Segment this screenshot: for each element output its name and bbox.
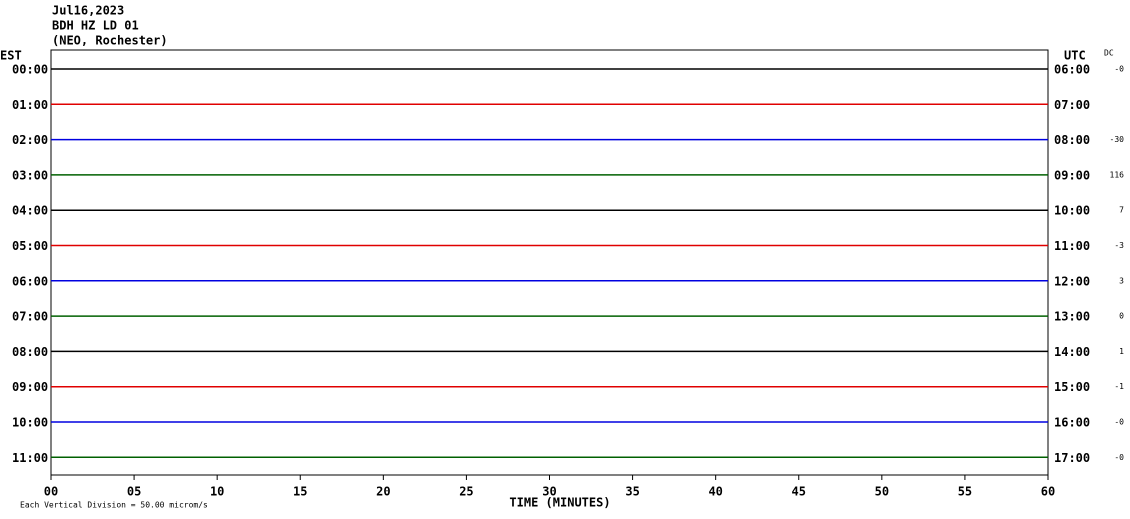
utc-time: 07:00 [1054,98,1090,112]
est-time: 11:00 [12,451,48,465]
dc-label: DC [1104,49,1114,58]
utc-time: 13:00 [1054,310,1090,324]
est-time: 00:00 [12,63,48,77]
utc-label: UTC [1064,49,1086,63]
dc-value: 116 [1110,170,1125,179]
est-time: 05:00 [12,239,48,253]
header-date: Jul16,2023 [52,4,124,18]
utc-time: 09:00 [1054,168,1090,182]
x-tick-label: 45 [792,485,806,499]
utc-time: 11:00 [1054,239,1090,253]
x-tick-label: 05 [127,485,141,499]
est-time: 07:00 [12,310,48,324]
x-tick-label: 00 [44,485,58,499]
dc-value: -0 [1114,65,1124,74]
est-time: 09:00 [12,380,48,394]
x-tick-label: 20 [376,485,390,499]
x-tick-label: 55 [958,485,972,499]
est-time: 02:00 [12,133,48,147]
x-tick-label: 35 [625,485,639,499]
utc-time: 10:00 [1054,204,1090,218]
est-time: 06:00 [12,274,48,288]
utc-time: 15:00 [1054,380,1090,394]
dc-value: -3 [1114,241,1124,250]
dc-value: -0 [1114,453,1124,462]
dc-value: 3 [1119,276,1124,285]
dc-value: -30 [1110,135,1125,144]
dc-value: 7 [1119,206,1124,215]
est-time: 01:00 [12,98,48,112]
x-axis-label: TIME (MINUTES) [509,496,610,510]
est-time: 08:00 [12,345,48,359]
utc-time: 17:00 [1054,451,1090,465]
footnote: Each Vertical Division = 50.00 microm/s [20,501,208,510]
header-location: (NEO, Rochester) [52,34,168,48]
dc-value: -1 [1114,382,1124,391]
x-tick-label: 15 [293,485,307,499]
x-tick-label: 30 [542,485,556,499]
est-time: 10:00 [12,416,48,430]
dc-value: 1 [1119,347,1124,356]
utc-time: 12:00 [1054,274,1090,288]
x-tick-label: 50 [875,485,889,499]
utc-time: 16:00 [1054,416,1090,430]
header-station: BDH HZ LD 01 [52,19,139,33]
dc-value: 0 [1119,312,1124,321]
utc-time: 08:00 [1054,133,1090,147]
utc-time: 06:00 [1054,63,1090,77]
x-tick-label: 10 [210,485,224,499]
dc-value: -0 [1114,418,1124,427]
x-tick-label: 60 [1041,485,1055,499]
est-time: 03:00 [12,168,48,182]
est-time: 04:00 [12,204,48,218]
x-tick-label: 40 [708,485,722,499]
x-tick-label: 25 [459,485,473,499]
est-label: EST [0,49,22,63]
utc-time: 14:00 [1054,345,1090,359]
